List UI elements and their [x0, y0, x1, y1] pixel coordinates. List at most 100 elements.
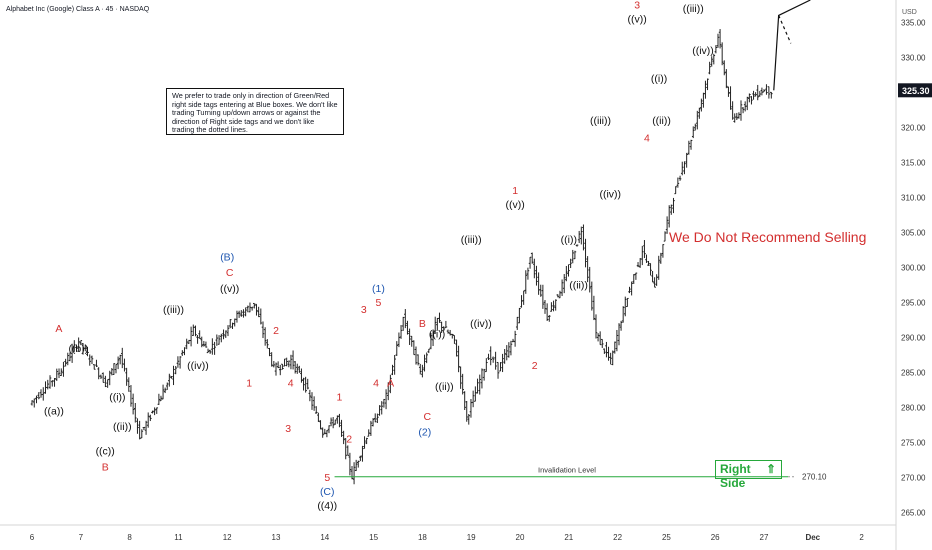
time-tick-label: 21	[564, 533, 573, 542]
wave-label: (C)	[320, 486, 335, 498]
wave-label: 5	[324, 472, 330, 484]
wave-label: ((ii))	[113, 421, 132, 433]
time-tick-label: 6	[30, 533, 35, 542]
price-tick-label: 300.00	[901, 263, 926, 272]
invalidation-price: 270.10	[802, 473, 827, 482]
wave-label: 4	[288, 377, 294, 389]
wave-label: ((ii))	[569, 279, 588, 291]
price-tick-label: 265.00	[901, 508, 926, 517]
projection-dotted-line	[778, 15, 792, 44]
price-tick-label: 315.00	[901, 158, 926, 167]
time-tick-label: 19	[467, 533, 476, 542]
wave-label: ((iv))	[692, 45, 714, 57]
wave-label: (B)	[220, 251, 234, 263]
time-tick-label: 8	[127, 533, 132, 542]
wave-label: ((iv))	[187, 360, 209, 372]
wave-label: B	[419, 318, 426, 330]
wave-label: ((c))	[96, 445, 115, 457]
wave-label: 2	[532, 360, 538, 372]
wave-label: 1	[337, 391, 343, 403]
wave-label: ((iv))	[470, 318, 492, 330]
invalidation-level: Invalidation Level 270.10	[334, 466, 827, 482]
wave-label: ((iii))	[163, 304, 184, 316]
time-axis: 6 7 8 11 12 13 14 15 18 19 20 21 22 25 26 27 Dec 2	[0, 524, 896, 542]
time-tick-label: 25	[662, 533, 671, 542]
wave-label: 3	[361, 304, 367, 316]
wave-label: ((ii))	[435, 381, 454, 393]
current-price-badge	[898, 83, 932, 98]
wave-label: ((i))	[561, 234, 577, 246]
wave-label: ((i))	[651, 73, 667, 85]
time-tick-label: 22	[613, 533, 622, 542]
wave-label: 4	[373, 377, 379, 389]
wave-label: ((iii))	[461, 234, 482, 246]
price-tick-label: 335.00	[901, 18, 926, 27]
wave-label: 2	[346, 433, 352, 445]
recommendation-text: We Do Not Recommend Selling	[669, 229, 867, 245]
time-tick-label: 13	[272, 533, 281, 542]
wave-label: ((4))	[317, 500, 337, 512]
wave-label: ((iii))	[590, 115, 611, 127]
wave-label: ((v))	[505, 199, 524, 211]
wave-labels: A((b))((a))((c))B((i))((ii))((iii))((iv)…	[44, 0, 714, 512]
wave-label: C	[423, 411, 431, 423]
wave-label: A	[55, 323, 62, 335]
price-tick-label: 295.00	[901, 298, 926, 307]
wave-label: (1)	[372, 283, 385, 295]
price-tick-label: 305.00	[901, 228, 926, 237]
price-tick-label: 330.00	[901, 53, 926, 62]
wave-label: ((iii))	[683, 3, 704, 15]
time-tick-label: 18	[418, 533, 427, 542]
wave-label: 4	[644, 132, 650, 144]
time-tick-label: 12	[223, 533, 232, 542]
right-side-label: Right Side	[720, 462, 751, 490]
wave-label: ((i))	[109, 391, 125, 403]
projection-line	[773, 0, 811, 91]
wave-label: A	[387, 377, 394, 389]
wave-label: ((i))	[429, 328, 445, 340]
wave-label: B	[102, 461, 109, 473]
wave-label: ((iv))	[599, 188, 621, 200]
current-price-label: 325.30	[902, 86, 930, 96]
price-series	[30, 29, 773, 485]
wave-label: ((v))	[627, 13, 646, 25]
wave-label: ((b))	[68, 343, 88, 355]
time-tick-label: 14	[320, 533, 329, 542]
time-tick-label: 20	[516, 533, 525, 542]
trading-note: We prefer to trade only in direction of …	[166, 88, 344, 135]
invalidation-label: Invalidation Level	[538, 466, 596, 475]
wave-label: ((a))	[44, 405, 64, 417]
price-tick-label: 310.00	[901, 193, 926, 202]
time-tick-label: 15	[369, 533, 378, 542]
wave-label: C	[226, 267, 234, 279]
wave-label: 1	[246, 377, 252, 389]
time-tick-label: 27	[760, 533, 769, 542]
price-tick-label: 280.00	[901, 403, 926, 412]
wave-label: (2)	[418, 426, 431, 438]
price-tick-label: 270.00	[901, 473, 926, 482]
right-side-tag: Right Side ⇑	[715, 460, 782, 490]
wave-label: 3	[285, 423, 291, 435]
wave-label: 3	[634, 0, 640, 11]
price-tick-label: 320.00	[901, 123, 926, 132]
price-tick-label: 285.00	[901, 368, 926, 377]
time-tick-label: Dec	[805, 533, 820, 542]
wave-label: 2	[273, 325, 279, 337]
wave-label: ((v))	[220, 283, 239, 295]
price-axis-unit: USD	[902, 9, 917, 16]
wave-label: 1	[512, 185, 518, 197]
up-arrow-icon: ⇑	[765, 462, 776, 476]
wave-label: ((ii))	[652, 115, 671, 127]
time-tick-label: 7	[79, 533, 84, 542]
chart-title: Alphabet Inc (Google) Class A · 45 · NAS…	[6, 6, 150, 13]
time-tick-label: 11	[174, 533, 183, 542]
price-axis: USD335.00330.00325.00320.00315.00310.003…	[895, 0, 932, 550]
price-tick-label: 275.00	[901, 438, 926, 447]
time-tick-label: 2	[859, 533, 864, 542]
price-tick-label: 290.00	[901, 333, 926, 342]
wave-label: 5	[376, 297, 382, 309]
projection-path	[773, 0, 811, 91]
time-tick-label: 26	[711, 533, 720, 542]
